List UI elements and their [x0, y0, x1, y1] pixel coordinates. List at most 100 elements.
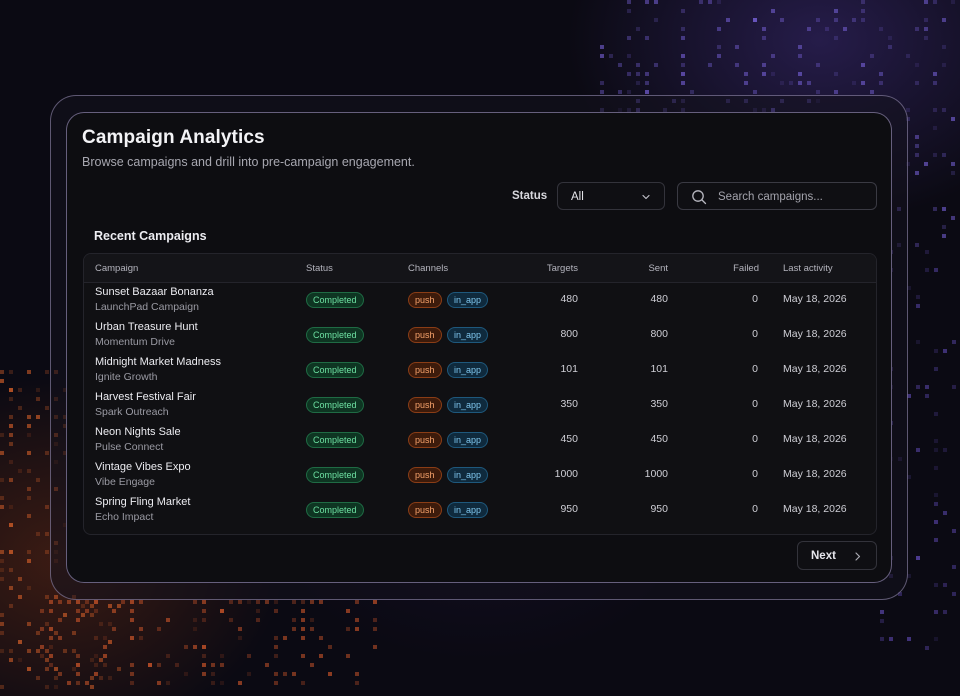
last-activity-value: May 18, 2026 [783, 398, 847, 410]
column-header-status[interactable]: Status [306, 263, 333, 274]
background-pixel [81, 613, 85, 617]
background-pixel [907, 475, 911, 479]
campaign-name[interactable]: Midnight Market Madness [95, 356, 221, 368]
background-pixel [934, 349, 938, 353]
campaign-name[interactable]: Harvest Festival Fair [95, 391, 196, 403]
background-pixel [27, 424, 31, 428]
background-pixel [130, 681, 134, 685]
channel-badge-push: push [408, 327, 442, 343]
sent-value: 480 [650, 293, 668, 305]
background-pixel [202, 672, 206, 676]
background-pixel [681, 81, 685, 85]
background-pixel [0, 379, 4, 383]
background-pixel [256, 618, 260, 622]
column-header-failed[interactable]: Failed [733, 263, 759, 274]
sent-value: 101 [650, 363, 668, 375]
table-row[interactable]: Urban Treasure Hunt Momentum Drive Compl… [84, 317, 876, 352]
background-pixel [328, 672, 332, 676]
background-pixel [9, 424, 13, 428]
table-row[interactable]: Neon Nights Sale Pulse Connect Completed… [84, 422, 876, 457]
background-pixel [373, 645, 377, 649]
background-pixel [49, 627, 53, 631]
background-pixel [90, 613, 94, 617]
targets-value: 450 [560, 433, 578, 445]
background-pixel [18, 640, 22, 644]
channel-badge-in-app: in_app [447, 362, 489, 378]
background-pixel [907, 394, 911, 398]
background-pixel [9, 478, 13, 482]
background-pixel [238, 600, 242, 604]
background-pixel [27, 514, 31, 518]
background-pixel [681, 36, 685, 40]
background-pixel [292, 618, 296, 622]
table-row[interactable]: Midnight Market Madness Ignite Growth Co… [84, 352, 876, 387]
background-pixel [9, 433, 13, 437]
background-pixel [301, 609, 305, 613]
column-header-targets[interactable]: Targets [546, 263, 578, 274]
background-pixel [18, 577, 22, 581]
column-header-last-activity[interactable]: Last activity [783, 263, 833, 274]
status-badge: Completed [306, 432, 364, 448]
background-pixel [117, 667, 121, 671]
campaign-name[interactable]: Vintage Vibes Expo [95, 461, 191, 473]
background-pixel [76, 663, 80, 667]
background-pixel [103, 645, 107, 649]
background-pixel [942, 153, 946, 157]
background-pixel [18, 658, 22, 662]
background-pixel [934, 412, 938, 416]
background-pixel [0, 370, 4, 374]
background-pixel [121, 600, 125, 604]
background-pixel [717, 27, 721, 31]
campaign-name[interactable]: Neon Nights Sale [95, 426, 181, 438]
background-pixel [103, 636, 107, 640]
table-row[interactable]: Harvest Festival Fair Spark Outreach Com… [84, 387, 876, 422]
background-pixel [861, 0, 865, 4]
background-pixel [301, 681, 305, 685]
column-header-channels[interactable]: Channels [408, 263, 449, 274]
campaign-group: Vibe Engage [95, 476, 155, 488]
background-pixel [274, 672, 278, 676]
column-header-sent[interactable]: Sent [648, 263, 668, 274]
background-pixel [933, 0, 937, 4]
background-pixel [898, 592, 902, 596]
background-pixel [879, 81, 883, 85]
background-pixel [690, 90, 694, 94]
next-page-button[interactable]: Next [797, 541, 877, 570]
background-pixel [238, 627, 242, 631]
background-pixel [915, 243, 919, 247]
search-input[interactable]: Search campaigns... [677, 182, 877, 210]
background-pixel [112, 627, 116, 631]
background-pixel [9, 388, 13, 392]
status-filter-value: All [571, 191, 584, 203]
background-pixel [771, 9, 775, 13]
campaign-name[interactable]: Spring Fling Market [95, 496, 191, 508]
background-pixel [166, 654, 170, 658]
status-filter-select[interactable]: All [557, 182, 665, 210]
background-pixel [798, 72, 802, 76]
background-pixel [744, 72, 748, 76]
background-pixel [807, 81, 811, 85]
background-pixel [27, 559, 31, 563]
background-pixel [67, 681, 71, 685]
table-row[interactable]: Spring Fling Market Echo Impact Complete… [84, 492, 876, 527]
campaign-name[interactable]: Sunset Bazaar Bonanza [95, 286, 214, 298]
background-pixel [9, 550, 13, 554]
background-pixel [9, 460, 13, 464]
background-pixel [85, 609, 89, 613]
background-pixel [0, 622, 4, 626]
background-pixel [76, 600, 80, 604]
background-pixel [90, 604, 94, 608]
background-pixel [157, 681, 161, 685]
table-row[interactable]: Vintage Vibes Expo Vibe Engage Completed… [84, 457, 876, 492]
background-pixel [9, 604, 13, 608]
background-pixel [220, 609, 224, 613]
table-row[interactable]: Sunset Bazaar Bonanza LaunchPad Campaign… [84, 282, 876, 317]
background-pixel [717, 0, 721, 4]
targets-value: 350 [560, 398, 578, 410]
campaign-name[interactable]: Urban Treasure Hunt [95, 321, 198, 333]
background-pixel [627, 72, 631, 76]
background-pixel [942, 207, 946, 211]
column-header-campaign[interactable]: Campaign [95, 263, 139, 274]
background-pixel [76, 618, 80, 622]
background-pixel [27, 550, 31, 554]
